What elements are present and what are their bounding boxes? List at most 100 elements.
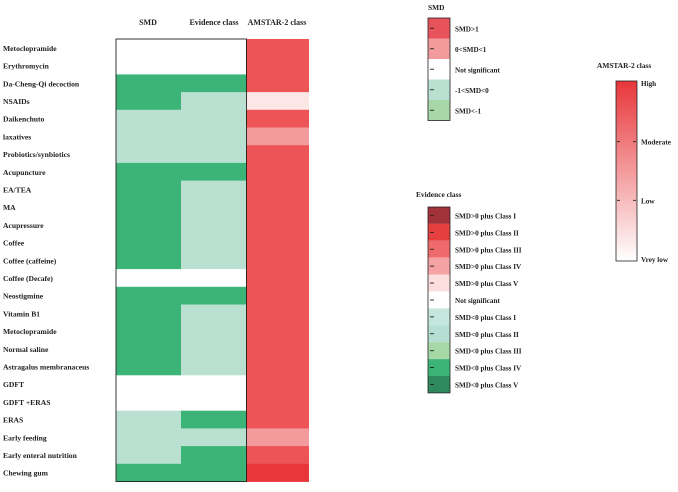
evidence-legend-swatch xyxy=(428,223,450,241)
row-label: NSAIDs xyxy=(3,97,30,106)
legend-amstar: AMSTAR-2 class High Moderate Low Vrey low xyxy=(597,61,671,264)
row-label: Vitamin B1 xyxy=(3,309,40,318)
row-label: Early feeding xyxy=(3,433,47,442)
evidence-cell xyxy=(181,56,246,75)
row-label: laxatives xyxy=(3,132,31,141)
amstar-cell xyxy=(246,410,309,429)
evidence-cell xyxy=(181,216,246,235)
smd-cell xyxy=(116,286,181,305)
amstar-cell xyxy=(246,322,309,341)
evidence-legend-title: Evidence class xyxy=(416,190,461,199)
smd-cell xyxy=(116,304,181,323)
smd-cell xyxy=(116,127,181,146)
smd-cell xyxy=(116,410,181,429)
evidence-cell xyxy=(181,339,246,358)
smd-cell xyxy=(116,56,181,75)
evidence-cell xyxy=(181,446,246,465)
evidence-cell xyxy=(181,375,246,394)
row-label: Coffee (caffeine) xyxy=(3,256,57,265)
evidence-legend-label: SMD<0 plus Class III xyxy=(455,348,522,356)
smd-cell xyxy=(116,428,181,447)
evidence-legend-label: SMD>0 plus Class II xyxy=(455,229,519,237)
smd-cell xyxy=(116,393,181,412)
amstar-cell xyxy=(246,428,309,447)
row-label: EA/TEA xyxy=(3,185,32,194)
smd-legend-label: -1<SMD<0 xyxy=(455,87,489,95)
evidence-legend-swatch xyxy=(428,342,450,360)
amstar-legend-label: Low xyxy=(641,197,655,205)
amstar-cell xyxy=(246,375,309,394)
amstar-cell xyxy=(246,251,309,270)
amstar-cell xyxy=(246,39,309,58)
smd-cell xyxy=(116,216,181,235)
evidence-cell xyxy=(181,39,246,58)
evidence-legend-swatch xyxy=(428,207,450,224)
amstar-cell xyxy=(246,269,309,288)
row-label: Normal saline xyxy=(3,345,49,354)
evidence-cell xyxy=(181,428,246,447)
evidence-cell xyxy=(181,127,246,146)
row-label: Acupuncture xyxy=(3,168,46,177)
row-labels: Metoclopramide Erythromycin Da-Cheng-Qi de… xyxy=(3,44,89,478)
evidence-legend-label: SMD>0 plus Class I xyxy=(455,212,516,220)
heatmap-cells xyxy=(115,38,309,482)
smd-cell xyxy=(116,109,181,128)
smd-cell xyxy=(116,198,181,217)
evidence-legend-swatch xyxy=(428,308,450,326)
evidence-cell xyxy=(181,322,246,341)
evidence-legend-label: SMD>0 plus Class III xyxy=(455,246,522,254)
row-label: Erythromycin xyxy=(3,62,50,71)
evidence-cell xyxy=(181,393,246,412)
evidence-legend-label: SMD>0 plus Class V xyxy=(455,280,519,288)
row-label: MA xyxy=(3,203,16,212)
amstar-cell xyxy=(246,216,309,235)
row-label: Da-Cheng-Qi decoction xyxy=(3,79,80,88)
evidence-cell xyxy=(181,286,246,305)
amstar-cell xyxy=(246,463,309,482)
row-label: Daikenchuto xyxy=(3,115,45,124)
evidence-legend-swatch xyxy=(428,376,450,393)
smd-legend-frame xyxy=(427,17,451,121)
amstar-cell xyxy=(246,393,309,412)
smd-cell xyxy=(116,180,181,199)
row-label: Neostigmine xyxy=(3,292,44,301)
smd-legend-swatch xyxy=(428,38,450,59)
smd-cell xyxy=(116,162,181,181)
amstar-legend-gradient xyxy=(615,80,638,262)
evidence-cell xyxy=(181,74,246,93)
evidence-legend-label: SMD<0 plus Class V xyxy=(455,381,519,389)
evidence-cell xyxy=(181,269,246,288)
column-header-smd: SMD xyxy=(139,18,157,27)
row-label: Coffee (Decafe) xyxy=(3,274,53,283)
row-label: Metoclopramide xyxy=(3,44,57,53)
evidence-cell xyxy=(181,145,246,164)
row-label: GDFT xyxy=(3,380,24,389)
evidence-cell xyxy=(181,198,246,217)
evidence-cell xyxy=(181,463,246,482)
evidence-legend-swatch xyxy=(428,257,450,275)
row-label: Early enteral nutrition xyxy=(3,451,78,460)
smd-cell xyxy=(116,463,181,482)
legend-smd: SMD SMD>1 0<SMD<1 Not significant -1<SMD<0 SM… xyxy=(427,3,501,121)
evidence-legend-swatch xyxy=(428,359,450,376)
evidence-legend-label: SMD>0 plus Class IV xyxy=(455,263,522,271)
evidence-legend-label: Not significant xyxy=(455,297,501,305)
evidence-cell xyxy=(181,410,246,429)
amstar-cell xyxy=(246,446,309,465)
amstar-legend-label: Vrey low xyxy=(641,256,669,264)
amstar-cell xyxy=(246,286,309,305)
legend-evidence: Evidence class SMD>0 plus Class I SMD>0 pl… xyxy=(416,190,522,394)
row-label: Astragalus membranaceus xyxy=(3,362,89,371)
amstar-cell xyxy=(246,127,309,146)
evidence-legend-swatch xyxy=(428,274,450,292)
smd-cell xyxy=(116,322,181,341)
amstar-cell xyxy=(246,74,309,93)
evidence-legend-label: SMD<0 plus Class I xyxy=(455,314,516,322)
smd-legend-swatch xyxy=(428,59,450,80)
smd-cell xyxy=(116,339,181,358)
amstar-cell xyxy=(246,233,309,252)
evidence-cell xyxy=(181,162,246,181)
smd-legend-swatch xyxy=(428,18,450,39)
